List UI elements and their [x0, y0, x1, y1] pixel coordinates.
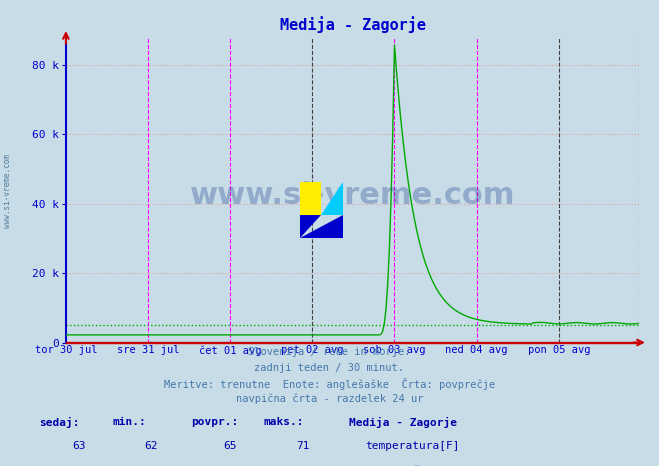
Text: maks.:: maks.:: [264, 417, 304, 427]
Text: 63: 63: [72, 441, 86, 451]
Text: Meritve: trenutne  Enote: anglešaške  Črta: povprečje: Meritve: trenutne Enote: anglešaške Črta…: [164, 378, 495, 390]
Text: www.si-vreme.com: www.si-vreme.com: [190, 181, 515, 211]
Text: Slovenija / reke in morje.: Slovenija / reke in morje.: [248, 347, 411, 357]
Text: 65: 65: [224, 441, 237, 451]
Text: sedaj:: sedaj:: [40, 417, 80, 428]
Text: navpična črta - razdelek 24 ur: navpična črta - razdelek 24 ur: [236, 393, 423, 404]
Text: temperatura[F]: temperatura[F]: [366, 441, 460, 451]
Text: povpr.:: povpr.:: [191, 417, 239, 427]
Polygon shape: [300, 215, 343, 238]
Text: 71: 71: [297, 441, 310, 451]
Title: Medija - Zagorje: Medija - Zagorje: [279, 16, 426, 34]
Text: zadnji teden / 30 minut.: zadnji teden / 30 minut.: [254, 363, 405, 372]
Polygon shape: [300, 215, 322, 238]
Text: Medija - Zagorje: Medija - Zagorje: [349, 417, 457, 428]
Text: min.:: min.:: [112, 417, 146, 427]
Text: www.si-vreme.com: www.si-vreme.com: [3, 154, 13, 228]
Bar: [300, 182, 322, 215]
Text: 62: 62: [145, 441, 158, 451]
Polygon shape: [322, 182, 343, 215]
